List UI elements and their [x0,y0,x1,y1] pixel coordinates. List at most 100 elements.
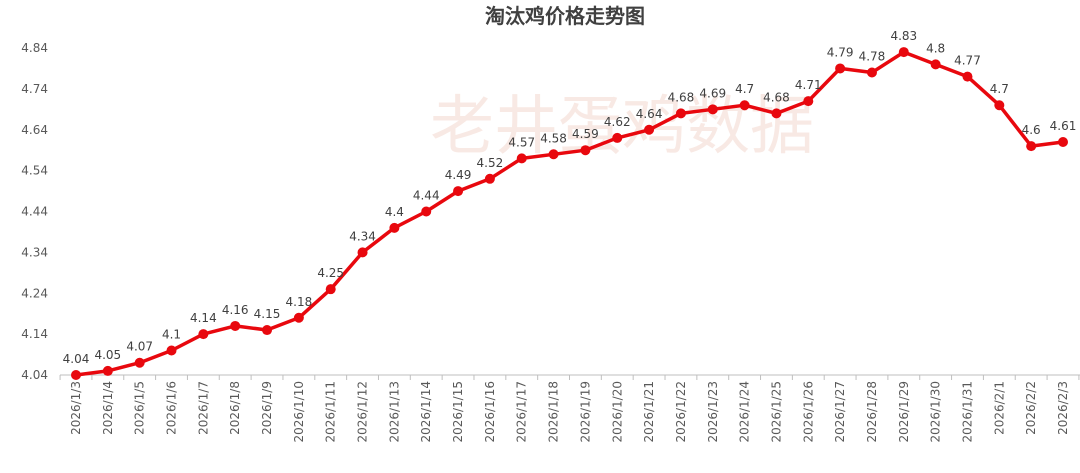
data-label: 4.52 [477,156,504,170]
x-tick-label: 2026/1/28 [865,381,879,443]
x-tick-label: 2026/1/30 [929,381,943,443]
x-tick-label: 2026/1/11 [324,381,338,443]
y-tick-label: 4.64 [21,123,48,137]
data-label: 4.16 [222,303,249,317]
x-tick-label: 2026/1/4 [101,381,115,435]
x-tick-label: 2026/1/23 [706,381,720,443]
data-point [1026,141,1037,152]
data-label: 4.64 [636,107,663,121]
data-point [262,325,273,336]
watermark: 老井蛋鸡数据 [430,90,814,164]
data-point [230,320,241,331]
data-point [612,132,623,143]
x-tick-label: 2026/1/5 [133,381,147,435]
data-label: 4.71 [795,78,822,92]
data-label: 4.68 [763,90,790,104]
data-point [516,153,527,164]
data-point [325,284,336,295]
data-label: 4.05 [94,348,121,362]
data-label: 4.07 [126,340,153,354]
data-point [357,247,368,258]
data-point [198,329,209,340]
x-tick-label: 2026/1/7 [196,381,210,435]
x-tick-label: 2026/1/16 [483,381,497,443]
data-label: 4.6 [1022,123,1041,137]
data-label: 4.7 [990,82,1009,96]
data-label: 4.8 [926,41,945,55]
x-tick-label: 2026/1/14 [419,381,433,443]
data-point [389,222,400,233]
data-point [771,108,782,119]
x-tick-label: 2026/1/12 [356,381,370,443]
y-tick-label: 4.54 [21,164,48,178]
data-label: 4.79 [827,45,854,59]
data-label: 4.62 [604,115,631,129]
x-tick-label: 2026/1/19 [578,381,592,443]
data-label: 4.68 [668,90,695,104]
x-tick-label: 2026/1/27 [833,381,847,443]
data-label: 4.59 [572,127,599,141]
x-tick-label: 2026/1/24 [738,381,752,443]
x-tick-label: 2026/1/29 [897,381,911,443]
data-label: 4.15 [254,307,281,321]
y-tick-label: 4.44 [21,205,48,219]
data-label: 4.18 [286,295,313,309]
data-point [930,59,941,70]
data-label: 4.49 [445,168,472,182]
x-tick-label: 2026/1/3 [69,381,83,435]
y-tick-label: 4.74 [21,82,48,96]
data-point [421,206,432,217]
data-point [675,108,686,119]
data-label: 4.83 [890,29,917,43]
data-point [707,104,718,115]
x-tick-label: 2026/1/25 [769,381,783,443]
data-label: 4.61 [1050,119,1077,133]
x-tick-label: 2026/1/15 [451,381,465,443]
y-tick-label: 4.24 [21,286,48,300]
data-point [134,357,145,368]
x-tick-label: 2026/1/22 [674,381,688,443]
data-label: 4.04 [63,352,90,366]
y-tick-label: 4.34 [21,245,48,259]
x-tick-label: 2026/2/1 [992,381,1006,435]
data-point [453,186,464,197]
data-label: 4.44 [413,189,440,203]
x-tick-label: 2026/1/18 [547,381,561,443]
data-point [1058,137,1068,148]
y-tick-label: 4.14 [21,327,48,341]
data-label: 4.58 [540,131,567,145]
data-point [803,96,814,107]
data-point [102,365,113,376]
x-tick-label: 2026/2/3 [1056,381,1070,435]
x-tick-label: 2026/1/31 [960,381,974,443]
axes: 4.04 4.14 4.24 4.34 4.44 4.54 4.64 4.74 4.84 2026… [21,41,1080,443]
y-tick-label: 4.84 [21,41,48,55]
data-label: 4.4 [385,205,404,219]
data-point [644,124,655,135]
x-tick-label: 2026/1/9 [260,381,274,435]
plot-area: 4.04 4.05 4.07 4.1 4.14 4.16 4.15 4.18 4.25 4.34 4… [63,29,1077,380]
x-tick-label: 2026/1/8 [228,381,242,435]
chart-title: 淘汰鸡价格走势图 [485,4,645,28]
data-label: 4.14 [190,311,217,325]
data-point [835,63,846,74]
data-label: 4.57 [508,135,535,149]
data-label: 4.78 [859,50,886,64]
x-tick-label: 2026/1/6 [165,381,179,435]
data-point [898,47,909,58]
data-point [166,345,177,356]
x-tick-label: 2026/1/10 [292,381,306,443]
x-tick-label: 2026/1/17 [515,381,529,443]
data-label: 4.1 [162,327,181,341]
data-label: 4.25 [317,266,344,280]
x-tick-label: 2026/1/26 [801,381,815,443]
data-label: 4.69 [699,86,726,100]
data-point [739,100,750,111]
x-tick-label: 2026/1/20 [610,381,624,443]
data-point [293,312,304,323]
x-tick-label: 2026/2/2 [1024,381,1038,435]
data-label: 4.34 [349,229,376,243]
series-line [74,50,1065,377]
data-point [71,370,81,380]
